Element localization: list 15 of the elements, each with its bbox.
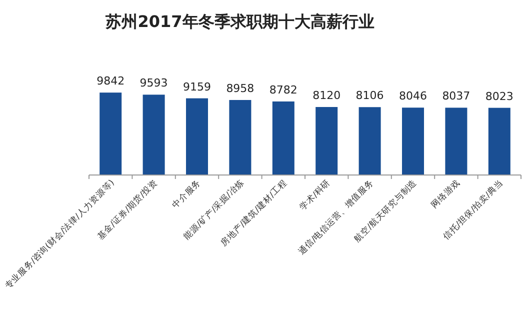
data-label: 9842 (96, 74, 125, 88)
data-label: 9593 (140, 76, 168, 90)
data-label: 8120 (312, 89, 341, 102)
plot: 9842 9593 9159 8958 8782 8120 8106 8046 8037 8023 专业服务/咨询(财会/法律/人力资源等) 基金/证券/期货/投资 中介服务 能源/矿产/采掘/冶炼 房地产/建筑/建材/工程 学术/科研 通信/电信运营、增值服务 航空/航天研究与制造 网络游戏 信托/担保/拍卖/典当 (3, 74, 522, 292)
x-tick-label: 网络游戏 (429, 177, 462, 211)
data-label: 9159 (183, 80, 211, 94)
data-label: 8023 (485, 90, 514, 103)
data-label: 8958 (226, 82, 254, 95)
data-label: 8106 (356, 89, 384, 102)
x-tick-label: 中介服务 (170, 177, 204, 211)
data-label: 8037 (442, 90, 470, 103)
data-label: 8046 (399, 90, 427, 103)
title: 苏州2017年冬季求职期十大高薪行业 (106, 12, 374, 31)
data-label: 8782 (269, 83, 298, 96)
x-tick-label: 学术/科研 (297, 177, 333, 213)
